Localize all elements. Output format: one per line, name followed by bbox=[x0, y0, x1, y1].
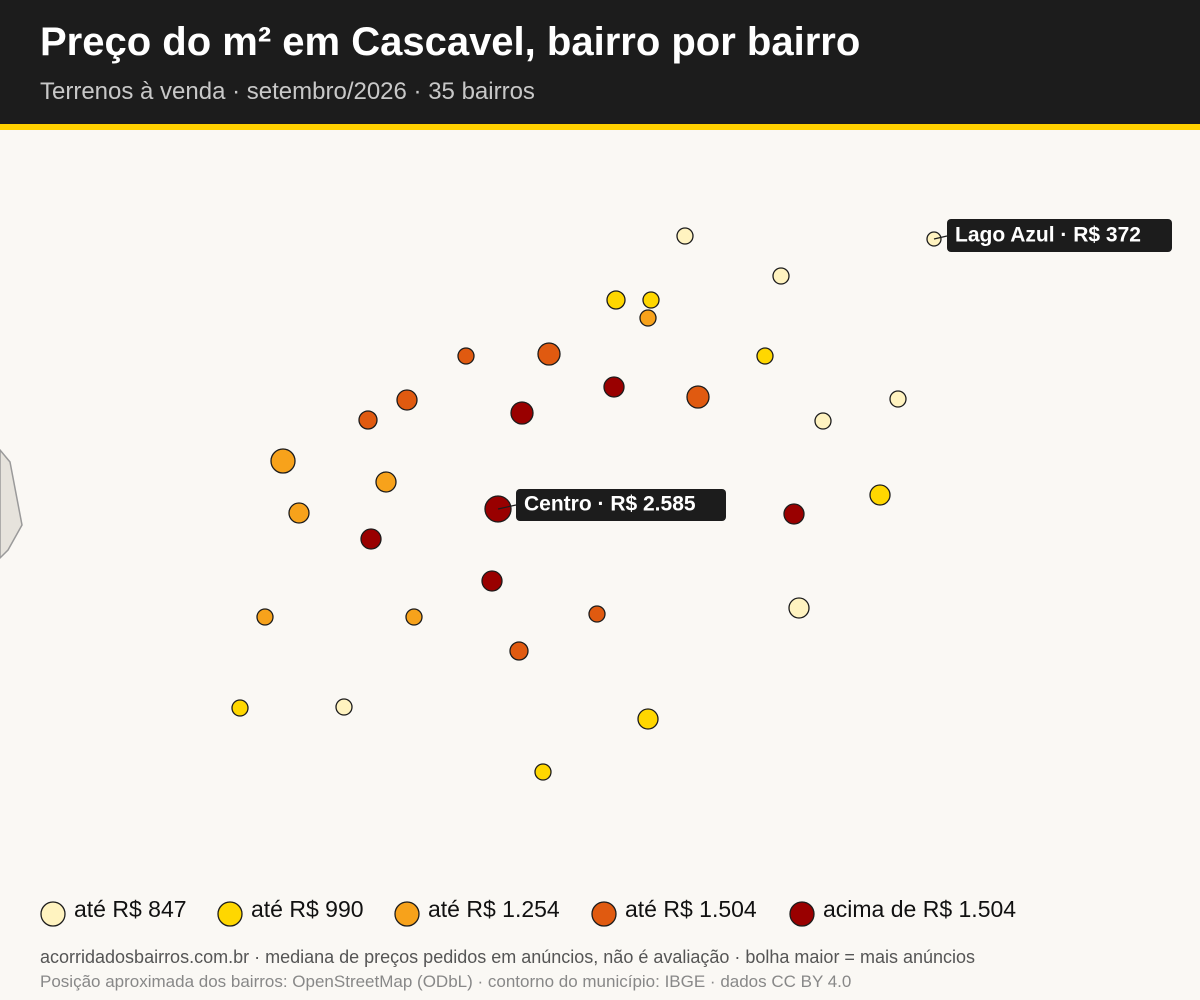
neighborhood-bubble bbox=[510, 401, 534, 425]
legend-swatch bbox=[591, 901, 617, 927]
legend-label: até R$ 1.504 bbox=[625, 896, 757, 922]
subtitle: Terrenos à venda · setembro/2026 · 35 ba… bbox=[40, 78, 535, 105]
neighborhood-bubble bbox=[358, 410, 378, 430]
legend-label: até R$ 847 bbox=[74, 896, 187, 922]
neighborhood-bubble bbox=[537, 342, 561, 366]
legend-swatch bbox=[40, 901, 66, 927]
municipality-outline bbox=[0, 448, 23, 560]
title: Preço do m² em Cascavel, bairro por bair… bbox=[40, 20, 861, 64]
neighborhood-bubble bbox=[814, 412, 832, 430]
annotation: Lago Azul · R$ 372 bbox=[955, 224, 1141, 247]
neighborhood-bubble bbox=[772, 267, 790, 285]
neighborhood-bubble bbox=[288, 502, 310, 524]
neighborhood-bubble bbox=[756, 347, 774, 365]
leader-line bbox=[933, 235, 948, 240]
neighborhood-bubble bbox=[335, 698, 353, 716]
neighborhood-bubble bbox=[256, 608, 274, 626]
neighborhood-bubble bbox=[481, 570, 503, 592]
legend-label: acima de R$ 1.504 bbox=[823, 896, 1016, 922]
neighborhood-bubble bbox=[788, 597, 810, 619]
neighborhood-bubble bbox=[231, 699, 249, 717]
neighborhood-bubble bbox=[869, 484, 891, 506]
header: Preço do m² em Cascavel, bairro por bair… bbox=[0, 0, 1200, 130]
neighborhood-bubble bbox=[509, 641, 529, 661]
legend-label: até R$ 990 bbox=[251, 896, 364, 922]
neighborhood-bubble bbox=[637, 708, 659, 730]
neighborhood-bubble bbox=[588, 605, 606, 623]
neighborhood-bubble bbox=[360, 528, 382, 550]
neighborhood-bubble bbox=[889, 390, 907, 408]
leader-line bbox=[497, 504, 517, 510]
neighborhood-bubble bbox=[603, 376, 625, 398]
neighborhood-bubble bbox=[606, 290, 626, 310]
neighborhood-bubble bbox=[375, 471, 397, 493]
annotation: Centro · R$ 2.585 bbox=[524, 493, 696, 516]
neighborhood-bubble bbox=[783, 503, 805, 525]
credits-note: Posição aproximada dos bairros: OpenStre… bbox=[40, 972, 852, 991]
annotation-box bbox=[947, 219, 1172, 252]
neighborhood-bubble bbox=[396, 389, 418, 411]
annotation-box bbox=[516, 489, 726, 521]
neighborhood-bubble bbox=[639, 309, 657, 327]
source-note: acorridadosbairros.com.br · mediana de p… bbox=[40, 947, 976, 967]
legend-swatch bbox=[394, 901, 420, 927]
legend-swatch bbox=[217, 901, 243, 927]
neighborhood-bubble bbox=[676, 227, 694, 245]
neighborhood-bubble bbox=[686, 385, 710, 409]
neighborhood-bubble bbox=[534, 763, 552, 781]
neighborhood-bubble bbox=[642, 291, 660, 309]
neighborhood-bubble bbox=[457, 347, 475, 365]
legend-swatch bbox=[789, 901, 815, 927]
neighborhood-bubble bbox=[270, 448, 296, 474]
neighborhood-bubble bbox=[405, 608, 423, 626]
legend-label: até R$ 1.254 bbox=[428, 896, 560, 922]
